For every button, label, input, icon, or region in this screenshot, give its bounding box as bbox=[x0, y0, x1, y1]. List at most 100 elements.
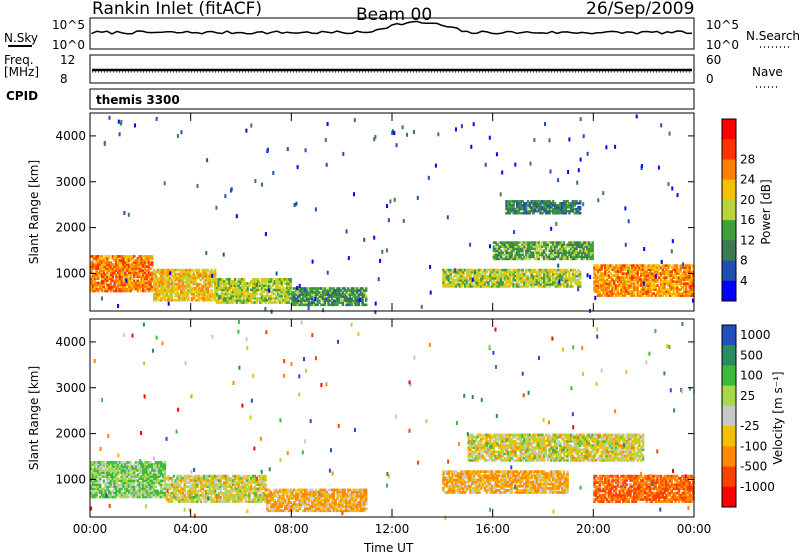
heatmap-cell bbox=[519, 253, 522, 257]
heatmap-cell bbox=[467, 268, 470, 272]
heatmap-cell bbox=[579, 200, 582, 203]
heatmap-cell bbox=[115, 481, 118, 485]
heatmap-cell bbox=[117, 285, 120, 289]
heatmap-cell bbox=[108, 471, 111, 474]
heatmap-cell bbox=[361, 293, 364, 296]
heatmap-cell bbox=[134, 285, 138, 289]
heatmap-cell bbox=[235, 214, 238, 219]
heatmap-cell bbox=[661, 264, 664, 267]
heatmap-cell bbox=[548, 277, 551, 280]
heatmap-cell bbox=[640, 294, 643, 297]
heatmap-cell bbox=[523, 211, 526, 215]
heatmap-cell bbox=[345, 297, 348, 300]
heatmap-cell bbox=[492, 285, 496, 288]
heatmap-cell bbox=[548, 249, 551, 253]
heatmap-cell bbox=[534, 270, 537, 274]
heatmap-cell bbox=[131, 487, 134, 491]
heatmap-cell bbox=[117, 485, 120, 489]
heatmap-cell bbox=[142, 491, 145, 495]
heatmap-cell bbox=[282, 290, 285, 294]
heatmap-cell bbox=[622, 294, 625, 297]
heatmap-cell bbox=[97, 287, 100, 291]
heatmap-cell bbox=[149, 481, 152, 485]
heatmap-cell bbox=[158, 483, 161, 487]
heatmap-cell bbox=[573, 200, 576, 203]
heatmap-cell bbox=[100, 273, 104, 276]
heatmap-cell bbox=[339, 301, 343, 304]
heatmap-cell bbox=[262, 278, 265, 281]
heatmap-cell bbox=[465, 283, 469, 286]
heatmap-cell bbox=[323, 301, 327, 304]
heatmap-cell bbox=[259, 288, 262, 292]
heatmap-cell bbox=[174, 479, 177, 482]
heatmap-cell bbox=[690, 284, 693, 287]
heatmap-cell bbox=[481, 270, 485, 274]
heatmap-cell bbox=[228, 296, 231, 300]
heatmap-cell bbox=[575, 245, 578, 248]
heatmap-cell bbox=[521, 211, 524, 215]
heatmap-cell bbox=[104, 267, 107, 270]
heatmap-cell bbox=[442, 268, 445, 272]
heatmap-cell bbox=[241, 301, 244, 304]
heatmap-cell bbox=[174, 493, 177, 497]
heatmap-cell bbox=[525, 281, 528, 284]
heatmap-cell bbox=[124, 463, 127, 466]
heatmap-cell bbox=[291, 303, 294, 307]
heatmap-cell bbox=[230, 485, 233, 489]
heatmap-cell bbox=[552, 211, 555, 215]
heatmap-cell bbox=[237, 299, 240, 302]
heatmap-cell bbox=[176, 476, 179, 480]
heatmap-cell bbox=[219, 282, 222, 285]
heatmap-cell bbox=[586, 253, 589, 257]
heatmap-cell bbox=[118, 287, 122, 291]
heatmap-cell bbox=[115, 475, 118, 478]
heatmap-cell bbox=[260, 292, 264, 296]
heatmap-cell bbox=[100, 255, 104, 258]
heatmap-cell bbox=[320, 295, 323, 298]
heatmap-cell bbox=[97, 283, 100, 287]
heatmap-cell bbox=[208, 296, 211, 300]
heatmap-cell bbox=[564, 211, 567, 215]
heatmap-cell bbox=[196, 290, 199, 294]
heatmap-cell bbox=[183, 294, 186, 298]
heatmap-cell bbox=[647, 280, 650, 283]
heatmap-cell bbox=[124, 481, 127, 485]
heatmap-cell bbox=[91, 469, 95, 472]
heatmap-cell bbox=[206, 282, 210, 286]
heatmap-cell bbox=[100, 487, 104, 491]
heatmap-cell bbox=[496, 268, 499, 272]
heatmap-cell bbox=[212, 270, 215, 274]
heatmap-cell bbox=[663, 274, 666, 277]
heatmap-cell bbox=[140, 481, 143, 485]
heatmap-cell bbox=[251, 296, 255, 300]
heatmap-cell bbox=[100, 495, 104, 499]
heatmap-cell bbox=[564, 249, 567, 253]
heatmap-cell bbox=[598, 278, 602, 281]
heatmap-cell bbox=[671, 239, 674, 244]
heatmap-cell bbox=[573, 241, 576, 244]
heatmap-cell bbox=[199, 278, 203, 282]
heatmap-cell bbox=[543, 285, 546, 288]
heatmap-cell bbox=[690, 288, 693, 291]
heatmap-cell bbox=[420, 304, 423, 309]
heatmap-cell bbox=[246, 496, 249, 499]
heatmap-cell bbox=[181, 282, 185, 286]
heatmap-cell bbox=[332, 291, 336, 294]
heatmap-cell bbox=[201, 487, 204, 491]
heatmap-cell bbox=[192, 483, 195, 486]
heatmap-cell bbox=[108, 283, 111, 287]
heatmap-cell bbox=[181, 298, 185, 302]
heatmap-cell bbox=[325, 293, 328, 296]
heatmap-cell bbox=[652, 286, 656, 289]
heatmap-cell bbox=[295, 201, 298, 206]
heatmap-cell bbox=[537, 204, 540, 207]
heatmap-cell bbox=[445, 268, 449, 272]
heatmap-cell bbox=[566, 200, 569, 203]
heatmap-cell bbox=[546, 206, 549, 209]
heatmap-cell bbox=[571, 206, 575, 209]
heatmap-cell bbox=[307, 299, 310, 302]
heatmap-cell bbox=[562, 204, 566, 207]
heatmap-cell bbox=[188, 288, 192, 292]
heatmap-cell bbox=[163, 296, 167, 300]
heatmap-cell bbox=[557, 251, 560, 255]
